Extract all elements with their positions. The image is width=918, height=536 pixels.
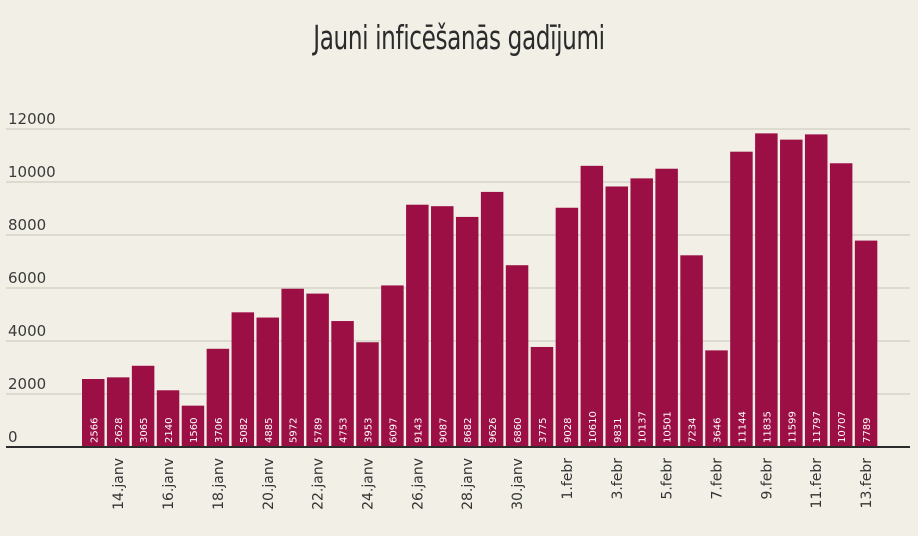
bar bbox=[82, 379, 105, 447]
bar-value-label: 9831 bbox=[613, 418, 624, 443]
bar bbox=[655, 168, 678, 447]
bar bbox=[829, 163, 853, 447]
bar bbox=[680, 255, 703, 447]
bar-value-label: 7789 bbox=[862, 418, 873, 443]
y-tick-label: 8000 bbox=[8, 216, 46, 234]
bar bbox=[505, 265, 529, 447]
bar bbox=[181, 405, 205, 447]
bar bbox=[804, 134, 828, 447]
bar-value-label: 1560 bbox=[189, 418, 200, 443]
bar-value-label: 11144 bbox=[737, 411, 748, 443]
bar bbox=[331, 321, 354, 447]
x-tick-label: 3.febr bbox=[610, 458, 626, 500]
bar-value-label: 3953 bbox=[363, 418, 374, 443]
bar bbox=[156, 390, 180, 447]
bar bbox=[106, 377, 130, 447]
bar-value-label: 2628 bbox=[114, 418, 125, 443]
y-tick-label: 0 bbox=[8, 428, 18, 446]
bar bbox=[555, 207, 579, 447]
x-tick-label: 30.janv bbox=[510, 458, 526, 510]
y-tick-label: 12000 bbox=[8, 110, 56, 128]
bar-value-label: 6097 bbox=[388, 418, 399, 443]
bar-value-label: 3775 bbox=[538, 418, 549, 443]
x-tick-label: 9.febr bbox=[759, 458, 775, 500]
bar bbox=[854, 240, 878, 447]
x-tick-label: 26.janv bbox=[410, 458, 426, 510]
bar bbox=[630, 178, 653, 447]
bar bbox=[356, 342, 379, 447]
y-tick-label: 4000 bbox=[8, 322, 46, 340]
bar bbox=[131, 365, 155, 447]
bar bbox=[406, 204, 429, 447]
bar-value-label: 3646 bbox=[713, 418, 724, 443]
bar-value-label: 3706 bbox=[214, 418, 225, 443]
y-tick-label: 6000 bbox=[8, 269, 46, 287]
bar-value-label: 5972 bbox=[289, 418, 300, 443]
bar-value-label: 3065 bbox=[139, 418, 150, 443]
bar-value-label: 4885 bbox=[264, 418, 275, 443]
bar-value-label: 11599 bbox=[787, 411, 798, 443]
bar-value-label: 8682 bbox=[463, 418, 474, 443]
bar bbox=[281, 288, 304, 447]
x-tick-label: 24.janv bbox=[360, 458, 376, 510]
bar bbox=[530, 346, 554, 447]
bar bbox=[755, 133, 778, 447]
x-tick-label: 18.janv bbox=[211, 458, 227, 510]
bar-value-label: 2140 bbox=[164, 418, 175, 443]
bar-value-label: 7234 bbox=[688, 418, 699, 443]
chart-title: Jauni inficēšanās gadījumi bbox=[313, 18, 605, 57]
y-tick-label: 2000 bbox=[8, 375, 46, 393]
x-tick-label: 22.janv bbox=[311, 458, 327, 510]
bar bbox=[705, 350, 728, 447]
bar-value-label: 2566 bbox=[89, 418, 100, 443]
bar bbox=[431, 206, 454, 447]
y-tick-label: 10000 bbox=[8, 163, 56, 181]
bar bbox=[455, 216, 479, 447]
bar-value-label: 9087 bbox=[438, 418, 449, 443]
bar-value-label: 10707 bbox=[837, 411, 848, 443]
x-tick-label: 1.febr bbox=[560, 458, 576, 500]
bar bbox=[580, 165, 604, 447]
bar-value-label: 10137 bbox=[638, 411, 649, 443]
bar-value-label: 5789 bbox=[314, 418, 325, 443]
bar bbox=[381, 285, 404, 447]
x-tick-label: 13.febr bbox=[859, 458, 875, 509]
bar bbox=[780, 139, 803, 447]
bar-value-label: 6860 bbox=[513, 418, 524, 443]
bar-value-label: 5082 bbox=[239, 418, 250, 443]
bar bbox=[480, 191, 504, 447]
x-tick-label: 28.janv bbox=[460, 458, 476, 510]
bar-value-label: 11797 bbox=[812, 411, 823, 443]
x-tick-label: 11.febr bbox=[809, 458, 825, 509]
x-tick-label: 5.febr bbox=[660, 458, 676, 500]
bar-value-label: 10610 bbox=[588, 411, 599, 443]
x-tick-label: 14.janv bbox=[111, 458, 127, 510]
bar bbox=[605, 186, 629, 447]
x-tick-label: 7.febr bbox=[710, 458, 726, 500]
bar-value-label: 9626 bbox=[488, 418, 499, 443]
bar-value-label: 11835 bbox=[762, 411, 773, 443]
bar-value-label: 9143 bbox=[413, 418, 424, 443]
bar bbox=[231, 312, 255, 447]
x-tick-label: 20.janv bbox=[261, 458, 277, 510]
x-tick-label: 16.janv bbox=[161, 458, 177, 510]
bar bbox=[730, 151, 753, 447]
bar bbox=[306, 293, 329, 447]
bar-value-label: 4753 bbox=[339, 418, 350, 443]
bar bbox=[256, 317, 280, 447]
bar-value-label: 10501 bbox=[663, 411, 674, 443]
bar-value-label: 9028 bbox=[563, 418, 574, 443]
bar bbox=[206, 348, 230, 447]
